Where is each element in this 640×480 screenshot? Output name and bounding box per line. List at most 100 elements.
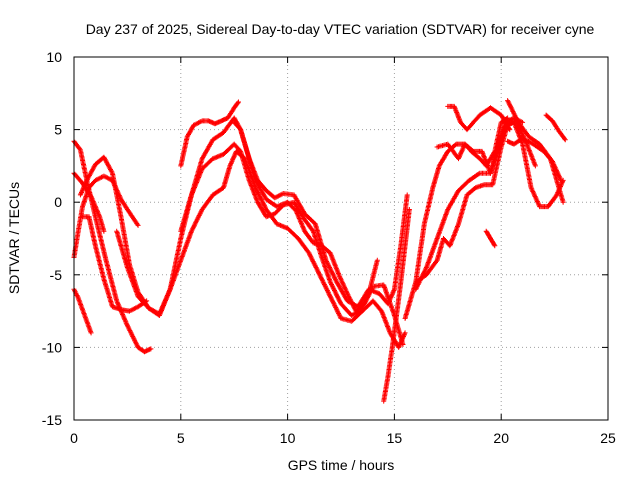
x-tick-label: 0 <box>70 430 78 446</box>
data-point-run <box>92 214 109 262</box>
series-track-o <box>434 115 511 169</box>
data-point-run <box>253 177 269 201</box>
data-point-run <box>92 243 107 281</box>
data-point <box>135 222 141 228</box>
data-point-run <box>327 250 341 276</box>
data-point-run <box>118 214 132 266</box>
data-point <box>101 228 107 234</box>
data-point-run <box>306 250 322 277</box>
data-point-run <box>389 314 399 350</box>
data-point-run <box>231 119 243 132</box>
data-point-run <box>498 112 512 131</box>
data-point-run <box>189 208 205 234</box>
data-point-run <box>526 134 542 146</box>
tick-labels: 0 5 10 15 20 25 -15 -10 -5 0 5 10 <box>42 49 616 446</box>
data-point-run <box>238 127 250 153</box>
data-point-run <box>362 285 375 307</box>
data-point-run <box>86 214 98 247</box>
data-point-run <box>413 273 428 285</box>
y-tick-label: -5 <box>50 267 63 283</box>
data-point-run <box>379 308 393 335</box>
x-tick-label: 15 <box>387 430 403 446</box>
data-point <box>492 243 498 249</box>
data-point-run <box>156 288 173 317</box>
data-point-run <box>302 217 315 233</box>
data-point-run <box>488 142 502 176</box>
data-point <box>406 206 412 212</box>
data-point-run <box>221 142 236 157</box>
series-track-s <box>543 112 568 143</box>
data-point-run <box>423 237 440 270</box>
data-point-run <box>319 243 332 255</box>
x-tick-label: 10 <box>280 430 296 446</box>
x-tick-label: 20 <box>493 430 509 446</box>
data-point <box>560 199 566 205</box>
data-point-run <box>114 228 130 269</box>
data-point <box>507 127 513 133</box>
series-track-k <box>381 206 412 404</box>
data-point-run <box>464 120 475 133</box>
data-point-run <box>285 199 298 213</box>
data-point-run <box>556 128 567 142</box>
data-point-run <box>302 228 315 245</box>
data-point-run <box>550 118 561 133</box>
data-point-run <box>242 156 258 189</box>
data-point-run <box>545 193 559 210</box>
data-point-run <box>381 375 391 404</box>
data-point-run <box>385 346 395 379</box>
data-point-run <box>515 119 531 139</box>
x-tick-label: 5 <box>177 430 185 446</box>
series-track-i <box>178 141 380 318</box>
data-point-run <box>109 170 124 218</box>
data-point-run <box>178 193 194 234</box>
data-point-run <box>167 259 183 292</box>
data-point-run <box>524 141 538 168</box>
data-point <box>505 115 511 121</box>
data-point-run <box>490 145 504 188</box>
data-point-run <box>464 186 478 198</box>
data-point-run <box>456 178 471 194</box>
data-point-run <box>470 113 482 125</box>
data-point-run <box>101 276 115 308</box>
y-axis-label: SDTVAR / TECUs <box>6 182 22 294</box>
series-track-q <box>483 228 498 249</box>
data-point <box>532 163 538 169</box>
y-tick-label: 10 <box>46 49 62 65</box>
data-point-run <box>199 138 215 162</box>
data-point-run <box>483 228 493 240</box>
data-point <box>148 346 154 352</box>
data-point-run <box>101 154 115 175</box>
data-point-run <box>184 123 196 140</box>
data-point-run <box>402 280 418 321</box>
data-point-run <box>178 135 190 169</box>
data-point-run <box>398 244 408 285</box>
data-point <box>404 192 410 198</box>
data-point-run <box>430 164 442 191</box>
data-point-run <box>488 236 497 248</box>
data-point-run <box>543 112 554 123</box>
data-point-run <box>445 141 461 160</box>
data-point-run <box>421 186 435 227</box>
data-point-run <box>483 150 497 169</box>
data-point-run <box>376 291 390 306</box>
data-point-run <box>334 279 350 303</box>
data-point-run <box>189 167 205 198</box>
data-point-run <box>391 244 404 292</box>
data-point-run <box>394 280 404 318</box>
data-point-run <box>319 254 333 284</box>
y-tick-label: -10 <box>42 339 62 355</box>
data-point-run <box>327 279 343 306</box>
data-point-run <box>353 302 366 314</box>
data-point-run <box>295 236 311 255</box>
data-point-run <box>84 163 98 183</box>
data-point-run <box>520 135 535 146</box>
data-point-run <box>263 196 279 209</box>
data-point-run <box>101 173 114 183</box>
data-point-run <box>124 207 140 227</box>
data-point-run <box>505 98 521 124</box>
data-point-run <box>80 186 91 210</box>
data-point-run <box>88 193 102 218</box>
data-point-run <box>75 205 85 234</box>
data-point-run <box>327 294 343 320</box>
